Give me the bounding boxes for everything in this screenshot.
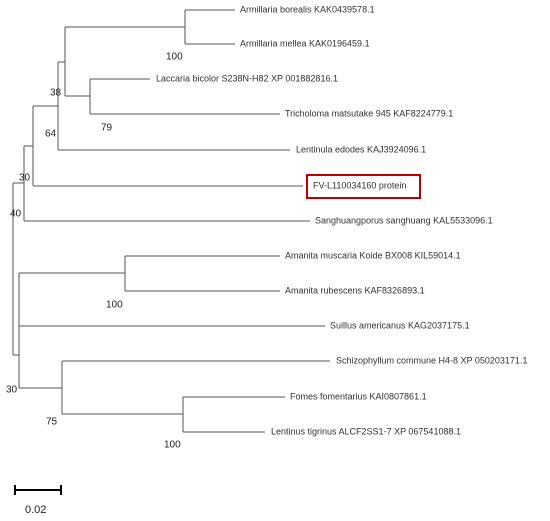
bootstrap-value: 30 (19, 173, 31, 184)
leaf-label: Amanita rubescens KAF8326893.1 (285, 285, 425, 295)
bootstrap-value: 40 (10, 209, 22, 220)
leaf-label: FV-L110034160 protein (313, 180, 406, 190)
leaf-label: Lentinula edodes KAJ3924096.1 (296, 144, 426, 154)
leaf-label: Armillaria mellea KAK0196459.1 (240, 38, 370, 48)
highlight-box (306, 174, 421, 199)
leaf-label: Amanita muscaria Koide BX008 KIL59014.1 (285, 250, 461, 260)
scale-label: 0.02 (25, 504, 46, 516)
leaf-label: Schizophyllum commune H4-8 XP 050203171.… (336, 355, 527, 365)
leaf-label: Fomes fomentarius KAI0807861.1 (290, 391, 427, 401)
leaf-label: Suillus americanus KAG2037175.1 (330, 320, 470, 330)
bootstrap-value: 64 (45, 129, 57, 140)
bootstrap-value: 79 (101, 123, 113, 134)
leaf-label: Lentinus tigrinus ALCF2SS1-7 XP 06754108… (271, 426, 461, 436)
bootstrap-value: 100 (164, 440, 181, 451)
bootstrap-value: 100 (166, 52, 183, 63)
leaf-label: Laccaria bicolor S238N-H82 XP 001882816.… (156, 73, 338, 83)
leaf-label: Tricholoma matsutake 945 KAF8224779.1 (285, 108, 453, 118)
bootstrap-values: 100 38 79 64 30 40 100 30 75 100 (6, 52, 183, 451)
leaf-label: Sanghuangporus sanghuang KAL5533096.1 (315, 215, 493, 225)
bootstrap-value: 75 (46, 417, 58, 428)
bootstrap-value: 38 (50, 88, 62, 99)
bootstrap-value: 100 (106, 300, 123, 311)
scale-bar: 0.02 (14, 485, 62, 516)
leaf-label: Armillaria borealis KAK0439578.1 (240, 4, 375, 14)
tree-branches (12, 9, 330, 433)
bootstrap-value: 30 (6, 385, 18, 396)
leaf-labels: Armillaria borealis KAK0439578.1 Armilla… (156, 4, 527, 436)
